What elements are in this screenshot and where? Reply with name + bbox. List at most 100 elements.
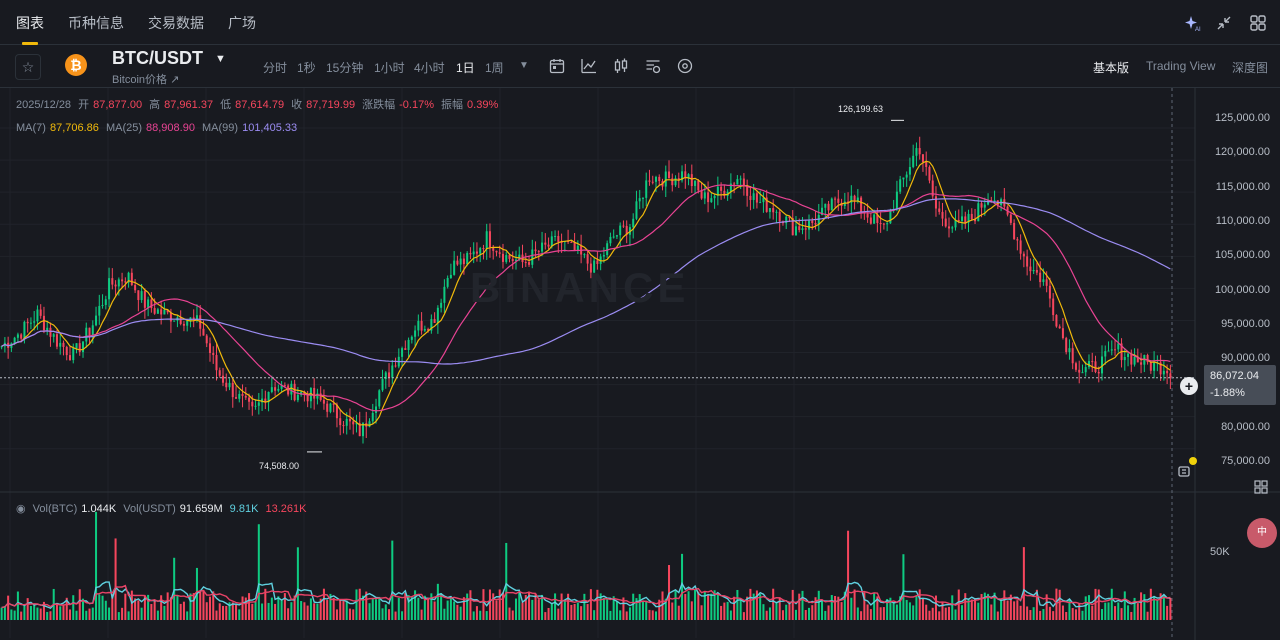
candle-body [319, 393, 322, 400]
layout-grid-icon[interactable] [1249, 14, 1267, 32]
volume-bar [583, 593, 586, 620]
volume-bar [869, 609, 872, 620]
candle-body [537, 251, 540, 253]
collapse-icon[interactable] [1215, 14, 1233, 32]
candle-body [1071, 348, 1074, 364]
volume-bar [915, 595, 918, 620]
volume-bar [677, 605, 680, 620]
volume-bar [101, 595, 104, 620]
view-tradingview[interactable]: Trading View [1146, 59, 1216, 73]
tab-chart[interactable]: 图表 [16, 15, 44, 31]
volume-bar [179, 603, 182, 620]
candle-body [1061, 328, 1064, 339]
candle-body [124, 281, 127, 283]
translate-button[interactable]: 中 [1247, 518, 1277, 548]
candle-body [814, 223, 817, 225]
price-alert-icon[interactable] [1176, 463, 1192, 479]
candle-body [557, 235, 560, 243]
interval-1w[interactable]: 1周 [485, 61, 504, 75]
calendar-icon[interactable] [548, 57, 566, 75]
volume-bar [970, 599, 973, 620]
candle-body [221, 375, 225, 383]
candle-body [983, 204, 986, 208]
more-settings-icon[interactable] [676, 57, 694, 75]
candle-body [440, 302, 443, 308]
tab-trading-data[interactable]: 交易数据 [148, 15, 204, 31]
volume-bar [114, 538, 117, 620]
interval-1h[interactable]: 1小时 [374, 61, 405, 75]
volume-bar [274, 603, 277, 620]
candle-body [95, 315, 98, 326]
volume-bar [733, 596, 736, 620]
interval-1s[interactable]: 1秒 [297, 61, 316, 75]
interval-15m[interactable]: 15分钟 [326, 61, 364, 75]
view-basic[interactable]: 基本版 [1093, 61, 1130, 75]
volume-bar [628, 607, 631, 620]
favorite-star-icon[interactable]: ☆ [15, 54, 41, 80]
volume-bar [391, 540, 394, 620]
volume-bar [1065, 611, 1068, 620]
volume-bar [82, 598, 85, 620]
volume-bar [902, 554, 905, 620]
candle-body [746, 186, 749, 196]
volume-bar [1048, 606, 1051, 620]
volume-bar [850, 597, 853, 620]
volume-bar [638, 594, 641, 620]
ai-sparkle-icon[interactable]: AI [1183, 14, 1201, 33]
price-chart[interactable] [0, 88, 1280, 640]
volume-bar [951, 595, 954, 620]
tab-coin-info[interactable]: 币种信息 [68, 15, 124, 31]
volume-bar [443, 608, 446, 620]
symbol-subtitle-link[interactable]: Bitcoin价格 ↗ [112, 74, 180, 86]
candle-type-icon[interactable] [612, 57, 630, 75]
volume-bar [235, 604, 238, 620]
volume-bar [453, 601, 456, 620]
volume-bar [414, 590, 417, 620]
candle-body [518, 254, 521, 260]
volume-bar [221, 605, 225, 620]
chart-layout-icon[interactable] [1253, 479, 1269, 495]
candle-body [257, 402, 260, 406]
candle-body [485, 231, 488, 249]
volume-bar [39, 608, 42, 620]
chart-settings-icon[interactable] [644, 57, 662, 75]
indicator-icon[interactable] [580, 57, 598, 75]
candle-body [856, 197, 859, 201]
interval-timeline[interactable]: 分时 [263, 61, 288, 75]
tab-square[interactable]: 广场 [228, 15, 256, 31]
symbol-pair[interactable]: BTC/USDT [112, 48, 203, 68]
candle-body [954, 219, 957, 228]
candle-body [391, 365, 394, 378]
candle-body [65, 346, 68, 356]
candle-body [684, 171, 687, 178]
interval-4h[interactable]: 4小时 [414, 61, 445, 75]
candle-body [1078, 369, 1081, 373]
candle-body [33, 321, 36, 323]
volume-bar [339, 599, 342, 620]
candle-body [466, 253, 469, 265]
interval-more-caret-icon[interactable]: ▼ [519, 60, 529, 71]
candle-body [472, 251, 475, 255]
candle-body [417, 320, 420, 331]
volume-bar [1016, 600, 1019, 620]
candle-body [423, 329, 426, 331]
candle-body [368, 421, 371, 427]
candle-body [264, 398, 267, 403]
candle-body [889, 209, 892, 224]
view-depth[interactable]: 深度图 [1232, 61, 1269, 75]
volume-bar [798, 593, 801, 620]
candle-body [785, 216, 788, 224]
volume-bar [840, 602, 843, 620]
volume-bar [609, 610, 612, 620]
volume-bar [1123, 591, 1126, 620]
volume-bar [886, 599, 889, 620]
interval-1d[interactable]: 1日 [456, 61, 475, 75]
candle-body [212, 352, 215, 356]
caret-down-icon[interactable]: ▼ [215, 53, 226, 65]
eye-icon[interactable]: ◉ [16, 503, 26, 515]
candle-body [202, 328, 205, 336]
volume-bar [98, 594, 101, 620]
add-order-plus-icon[interactable]: + [1180, 377, 1198, 395]
candle-body [68, 355, 72, 361]
candle-body [179, 317, 182, 324]
